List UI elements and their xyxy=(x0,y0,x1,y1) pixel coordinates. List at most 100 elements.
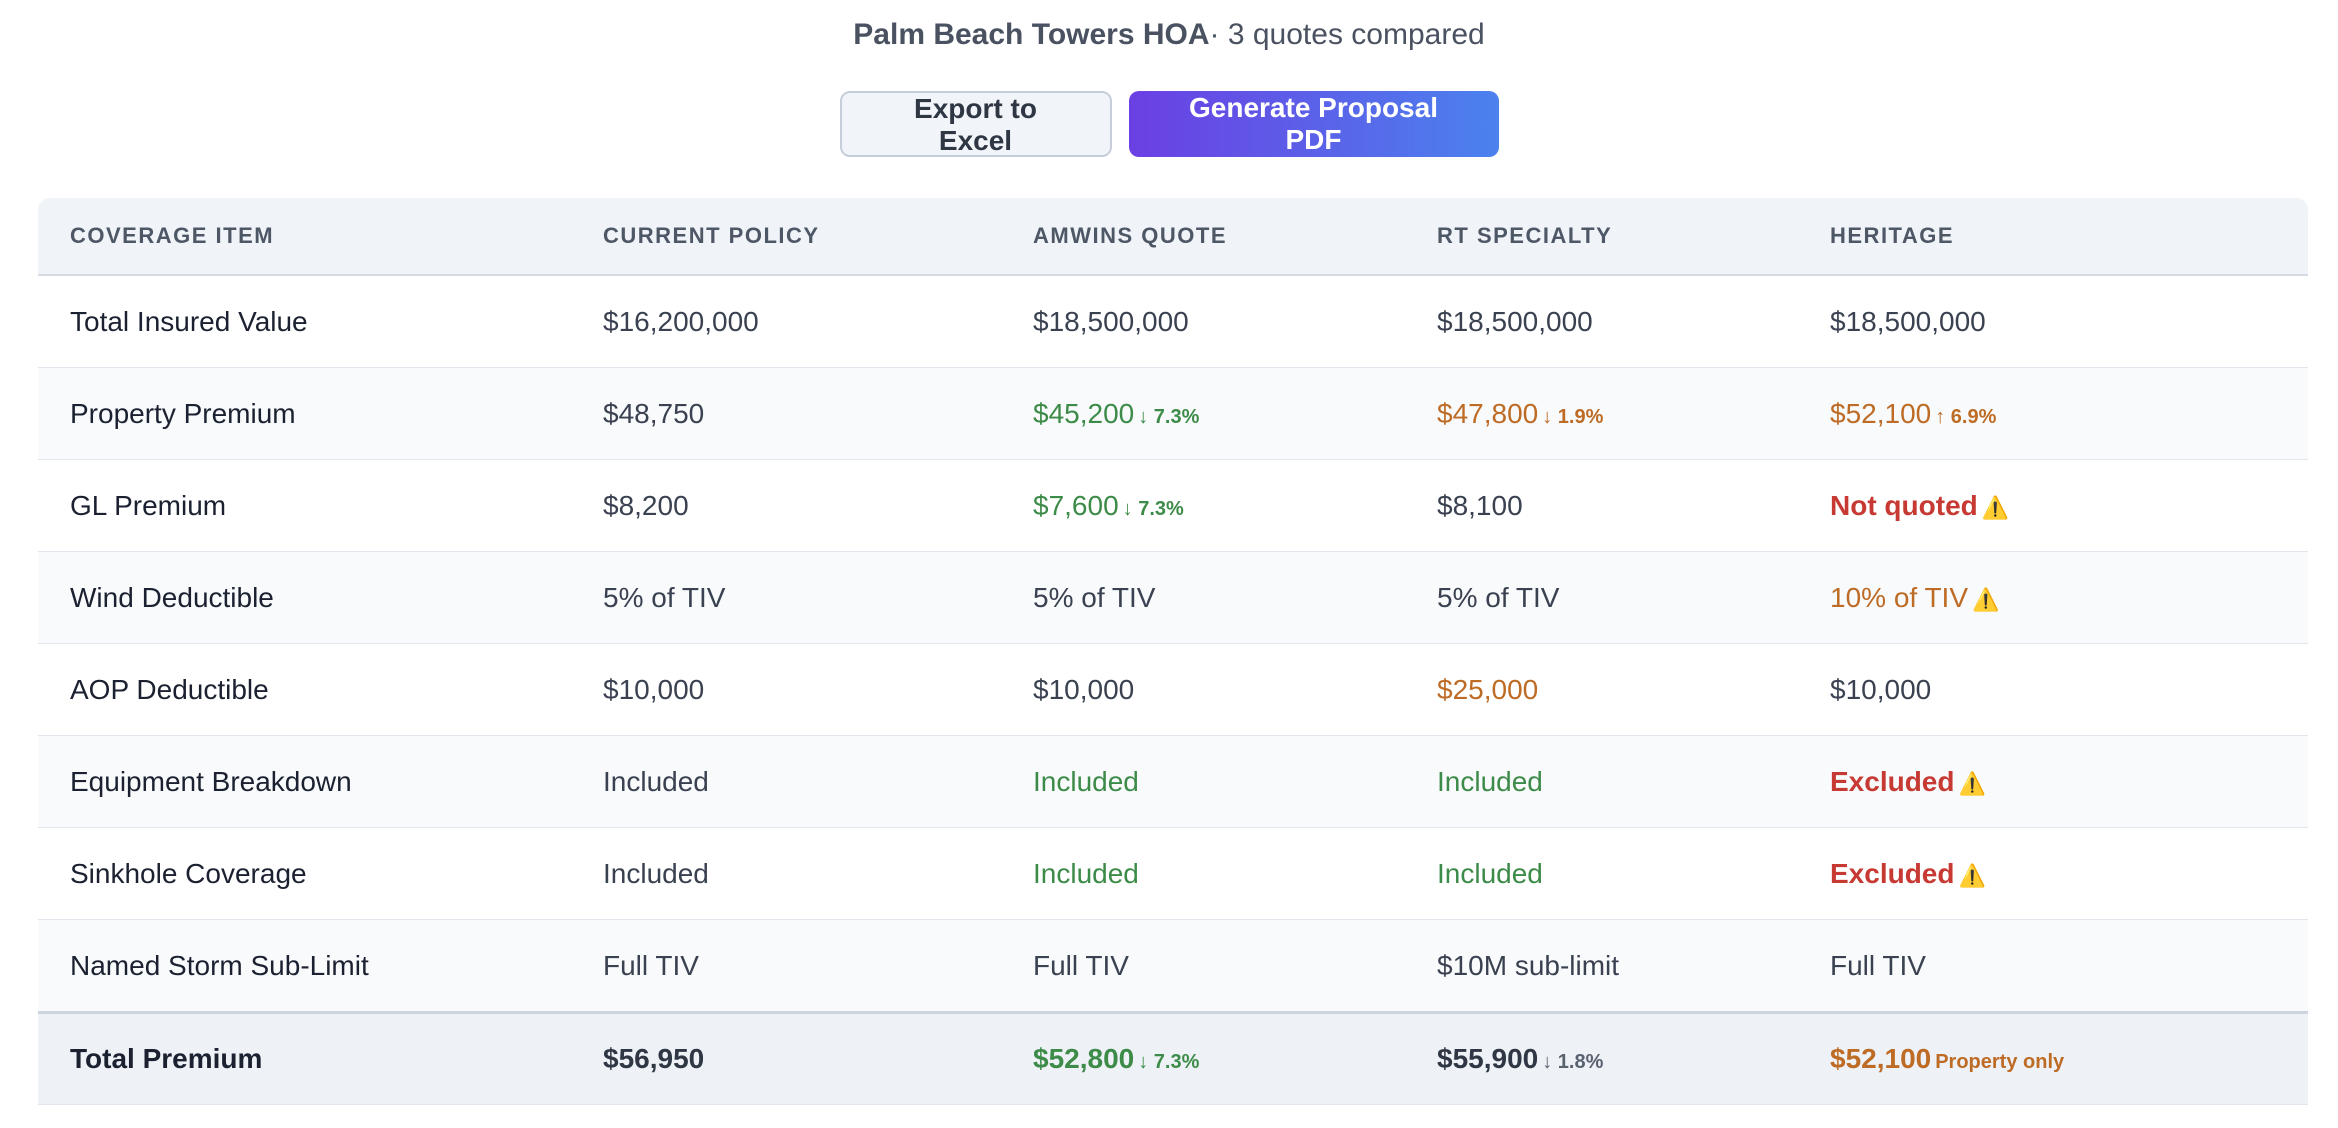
cell-value: $52,100 xyxy=(1830,1043,1932,1074)
cell-heritage: $10,000 xyxy=(1830,643,2308,736)
cell-rt-specialty: Included xyxy=(1437,735,1830,828)
cell-heritage: Full TIV xyxy=(1830,919,2308,1013)
table-row: GL Premium $8,200 $7,600 ↓ 7.3% $8,100 Not qu… xyxy=(38,459,2308,552)
coverage-item-label: GL Premium xyxy=(38,459,603,552)
cell-current-policy: 5% of TIV xyxy=(603,551,1033,644)
cell-heritage: 10% of TIV ⚠️ xyxy=(1830,551,2308,644)
cell-amwins-quote: $52,800 ↓ 7.3% xyxy=(1033,1011,1437,1105)
generate-proposal-pdf-button[interactable]: Generate Proposal PDF xyxy=(1128,91,1499,157)
cell-current-policy: $48,750 xyxy=(603,367,1033,460)
cell-value: $45,200 xyxy=(1033,397,1135,429)
cell-value: $25,000 xyxy=(1437,673,1539,705)
cell-value: $52,100 xyxy=(1830,397,1932,429)
cell-current-policy: Included xyxy=(603,735,1033,828)
total-premium-label: Total Premium xyxy=(38,1011,603,1105)
column-header-rt-specialty: RT SPECIALTY xyxy=(1437,198,1830,276)
cell-value: Full TIV xyxy=(1830,949,1926,981)
cell-value: $7,600 xyxy=(1033,489,1119,521)
cell-amwins-quote: Full TIV xyxy=(1033,919,1437,1013)
table-row: Named Storm Sub-Limit Full TIV Full TIV $10… xyxy=(38,919,2308,1013)
cell-value: 5% of TIV xyxy=(603,581,726,613)
cell-amwins-quote: $10,000 xyxy=(1033,643,1437,736)
cell-heritage: Not quoted ⚠️ xyxy=(1830,459,2308,552)
table-row: Total Insured Value $16,200,000 $18,500,00… xyxy=(38,275,2308,368)
cell-heritage: $52,100 Property only xyxy=(1830,1011,2308,1105)
cell-amwins-quote: 5% of TIV xyxy=(1033,551,1437,644)
cell-value: 10% of TIV xyxy=(1830,581,1969,613)
cell-amwins-quote: $45,200 ↓ 7.3% xyxy=(1033,367,1437,460)
coverage-item-label: Total Insured Value xyxy=(38,275,603,368)
cell-current-policy: Included xyxy=(603,827,1033,920)
cell-rt-specialty: Included xyxy=(1437,827,1830,920)
column-header-heritage: HERITAGE xyxy=(1830,198,2308,276)
cell-value: $18,500,000 xyxy=(1033,305,1189,337)
cell-value: 5% of TIV xyxy=(1033,581,1156,613)
cell-value: Full TIV xyxy=(1033,949,1129,981)
table-row: Property Premium $48,750 $45,200 ↓ 7.3% $47,… xyxy=(38,367,2308,460)
coverage-item-label: Named Storm Sub-Limit xyxy=(38,919,603,1013)
cell-value: Excluded xyxy=(1830,765,1955,797)
cell-heritage: Excluded ⚠️ xyxy=(1830,735,2308,828)
cell-note: Property only xyxy=(1935,1051,2065,1073)
comparison-table: COVERAGE ITEM CURRENT POLICY AMWINS QUOT… xyxy=(38,198,2308,1105)
cell-rt-specialty: $47,800 ↓ 1.9% xyxy=(1437,367,1830,460)
cell-amwins-quote: Included xyxy=(1033,735,1437,828)
cell-value: Included xyxy=(1437,857,1543,889)
column-header-coverage-item: COVERAGE ITEM xyxy=(38,198,603,276)
column-header-amwins-quote: AMWINS QUOTE xyxy=(1033,198,1437,276)
change-down-indicator: ↓ 1.8% xyxy=(1542,1051,1604,1073)
cell-value: $10,000 xyxy=(1830,673,1932,705)
cell-value: Excluded xyxy=(1830,857,1955,889)
cell-value: Full TIV xyxy=(603,949,699,981)
total-row: Total Premium $56,950 $52,800 ↓ 7.3% $55,900… xyxy=(38,1011,2308,1105)
change-down-indicator: ↓ 7.3% xyxy=(1138,1051,1200,1073)
cell-value: $18,500,000 xyxy=(1830,305,1986,337)
cell-value: Included xyxy=(603,857,709,889)
cell-value: $8,100 xyxy=(1437,489,1523,521)
warning-icon: ⚠️ xyxy=(1958,770,1986,796)
table-row: Equipment Breakdown Included Included Inclu… xyxy=(38,735,2308,828)
change-up-indicator: ↑ 6.9% xyxy=(1935,405,1997,428)
cell-rt-specialty: $8,100 xyxy=(1437,459,1830,552)
cell-value: $10,000 xyxy=(1033,673,1135,705)
coverage-item-label: AOP Deductible xyxy=(38,643,603,736)
cell-value: Included xyxy=(1033,857,1139,889)
coverage-item-label: Equipment Breakdown xyxy=(38,735,603,828)
coverage-item-label: Wind Deductible xyxy=(38,551,603,644)
cell-rt-specialty: $25,000 xyxy=(1437,643,1830,736)
export-excel-button[interactable]: Export to Excel xyxy=(839,91,1112,157)
cell-value: $10M sub-limit xyxy=(1437,949,1620,981)
table-row: Sinkhole Coverage Included Included Include… xyxy=(38,827,2308,920)
cell-heritage: $18,500,000 xyxy=(1830,275,2308,368)
cell-value: $56,950 xyxy=(603,1043,705,1074)
cell-value: $18,500,000 xyxy=(1437,305,1593,337)
quote-count: · 3 quotes compared xyxy=(1209,18,1485,51)
table-row: Wind Deductible 5% of TIV 5% of TIV 5% of T… xyxy=(38,551,2308,644)
cell-value: $48,750 xyxy=(603,397,705,429)
cell-value: Not quoted xyxy=(1830,489,1978,521)
cell-value: $10,000 xyxy=(603,673,705,705)
warning-icon: ⚠️ xyxy=(1972,586,2000,612)
cell-amwins-quote: Included xyxy=(1033,827,1437,920)
cell-rt-specialty: $10M sub-limit xyxy=(1437,919,1830,1013)
cell-current-policy: Full TIV xyxy=(603,919,1033,1013)
cell-value: 5% of TIV xyxy=(1437,581,1560,613)
column-header-current-policy: CURRENT POLICY xyxy=(603,198,1033,276)
cell-value: $47,800 xyxy=(1437,397,1539,429)
cell-value: $55,900 xyxy=(1437,1043,1539,1074)
cell-value: Included xyxy=(1437,765,1543,797)
cell-current-policy: $10,000 xyxy=(603,643,1033,736)
cell-rt-specialty: $55,900 ↓ 1.8% xyxy=(1437,1011,1830,1105)
cell-rt-specialty: $18,500,000 xyxy=(1437,275,1830,368)
cell-value: Included xyxy=(603,765,709,797)
table-header-row: COVERAGE ITEM CURRENT POLICY AMWINS QUOT… xyxy=(38,198,2308,276)
cell-amwins-quote: $7,600 ↓ 7.3% xyxy=(1033,459,1437,552)
warning-icon: ⚠️ xyxy=(1958,862,1986,888)
table-row: AOP Deductible $10,000 $10,000 $25,000 $10,0… xyxy=(38,643,2308,736)
change-down-indicator: ↓ 1.9% xyxy=(1542,405,1604,428)
change-down-indicator: ↓ 7.3% xyxy=(1122,497,1184,520)
cell-value: Included xyxy=(1033,765,1139,797)
coverage-item-label: Sinkhole Coverage xyxy=(38,827,603,920)
table-body: Total Insured Value $16,200,000 $18,500,00… xyxy=(38,275,2308,1013)
cell-value: $16,200,000 xyxy=(603,305,759,337)
